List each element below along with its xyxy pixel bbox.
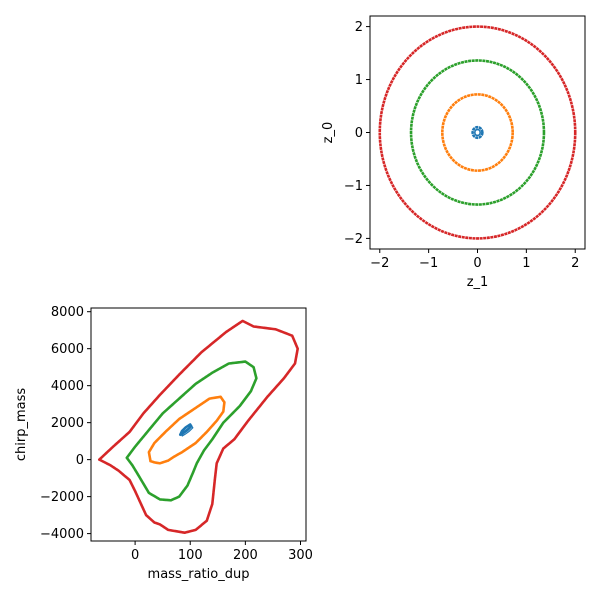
axes-frame (369, 15, 586, 250)
series-1 (441, 93, 514, 172)
y-tick-label: 0 (76, 453, 84, 468)
y-tick-label: 4000 (51, 379, 84, 394)
axes-frame (90, 307, 307, 542)
series-curve (98, 319, 299, 534)
y-tick-label: 2 (355, 20, 363, 35)
x-axis-ticks: 0 100 200 300 (131, 541, 313, 563)
plot-area (98, 319, 299, 534)
series-curve-inner (181, 425, 194, 437)
y-axis-label: z_0 (321, 122, 336, 144)
y-tick-label: 8000 (51, 305, 84, 320)
series-ring (378, 25, 577, 240)
series-0 (179, 423, 194, 437)
series-ring (471, 125, 484, 140)
x-tick-label: 300 (288, 548, 313, 563)
y-axis-ticks: −4000 −2000 0 2000 4000 6000 8000 (40, 305, 91, 542)
x-tick-label: 0 (131, 548, 139, 563)
x-tick-label: 1 (522, 256, 530, 271)
series-3 (378, 25, 577, 240)
series-2 (125, 360, 258, 502)
x-axis-ticks: −2 −1 0 1 2 (370, 249, 579, 271)
series-0 (471, 125, 484, 140)
series-curve (147, 395, 226, 465)
y-tick-label: 2000 (51, 416, 84, 431)
x-tick-label: −1 (419, 256, 438, 271)
y-tick-label: −2 (344, 232, 363, 247)
x-tick-label: 100 (178, 548, 203, 563)
y-tick-label: −1 (344, 179, 363, 194)
series-ring (409, 59, 546, 206)
chart-z1-z0: −2 −1 0 1 2 −2 −1 0 1 2 z_1 z_0 (321, 15, 586, 290)
series-3 (98, 319, 299, 534)
y-tick-label: −2000 (40, 490, 84, 505)
series-ring-inner (474, 128, 481, 137)
series-1 (147, 395, 226, 465)
plot-area (378, 25, 577, 240)
x-tick-label: 0 (473, 256, 481, 271)
series-2 (409, 59, 546, 206)
y-tick-label: 0 (355, 126, 363, 141)
x-axis-label: z_1 (467, 275, 489, 290)
x-tick-label: 2 (571, 256, 579, 271)
y-tick-label: −4000 (40, 527, 84, 542)
y-tick-label: 1 (355, 73, 363, 88)
x-tick-label: −2 (370, 256, 389, 271)
y-axis-ticks: −2 −1 0 1 2 (344, 20, 370, 247)
chart-mass-ratio-chirp-mass: 0 100 200 300 −4000 −2000 0 2000 4000 6000 8000 m… (14, 305, 313, 582)
y-axis-label: chirp_mass (14, 388, 29, 461)
y-tick-label: 6000 (51, 342, 84, 357)
x-tick-label: 200 (233, 548, 258, 563)
series-ring (441, 93, 514, 172)
series-curve (125, 360, 258, 502)
x-axis-label: mass_ratio_dup (148, 567, 250, 582)
